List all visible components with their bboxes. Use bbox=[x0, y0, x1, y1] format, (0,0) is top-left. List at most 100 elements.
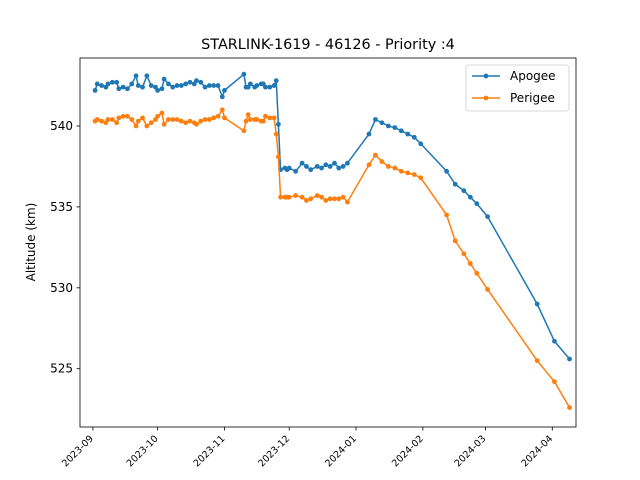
perigee-data-point bbox=[467, 261, 473, 266]
apogee-data-point bbox=[94, 81, 100, 87]
apogee-data-point bbox=[135, 83, 141, 88]
perigee-data-point bbox=[385, 164, 391, 169]
apogee-data-point bbox=[319, 165, 324, 171]
apogee-data-point bbox=[183, 81, 189, 87]
apogee-data-point bbox=[166, 81, 171, 87]
perigee-data-point bbox=[263, 113, 268, 119]
perigee-data-point bbox=[94, 117, 100, 122]
apogee-data-point bbox=[247, 81, 253, 87]
perigee-data-point bbox=[159, 110, 165, 116]
perigee-data-point bbox=[345, 199, 350, 205]
perigee-data-point bbox=[206, 117, 212, 122]
apogee-data-point bbox=[254, 83, 260, 88]
apogee-data-point bbox=[129, 81, 135, 87]
perigee-data-point bbox=[392, 165, 398, 171]
y-tick-label: 530 bbox=[50, 281, 73, 295]
perigee-data-point bbox=[293, 193, 299, 198]
perigee-data-point bbox=[373, 152, 378, 158]
perigee-data-point bbox=[120, 113, 126, 119]
apogee-data-point bbox=[345, 160, 350, 166]
apogee-data-point bbox=[241, 71, 247, 77]
apogee-data-point bbox=[304, 164, 309, 169]
perigee-data-point bbox=[332, 196, 337, 202]
apogee-data-point bbox=[293, 168, 299, 174]
apogee-data-point bbox=[187, 79, 193, 85]
apogee-data-point bbox=[273, 78, 279, 84]
perigee-data-point bbox=[140, 115, 145, 121]
perigee-data-point bbox=[148, 120, 154, 126]
apogee-data-point bbox=[194, 78, 199, 84]
perigee-data-point bbox=[485, 287, 490, 292]
apogee-data-point bbox=[263, 84, 268, 90]
apogee-data-point bbox=[271, 83, 277, 88]
chart-title: STARLINK-1619 - 46126 - Priority :4 bbox=[201, 37, 455, 53]
perigee-data-point bbox=[243, 118, 249, 124]
perigee-data-point bbox=[273, 131, 279, 137]
apogee-data-point bbox=[385, 123, 391, 129]
perigee-data-point bbox=[379, 159, 385, 164]
apogee-data-point bbox=[114, 79, 120, 85]
perigee-data-point bbox=[276, 154, 281, 160]
apogee-data-point bbox=[411, 134, 417, 140]
perigee-data-point bbox=[133, 123, 139, 129]
perigee-data-point bbox=[336, 196, 342, 202]
y-axis-label: Altitude (km) bbox=[24, 203, 38, 282]
apogee-data-point bbox=[314, 164, 320, 169]
legend-marker-apogee bbox=[483, 73, 489, 79]
apogee-data-point bbox=[211, 83, 217, 88]
perigee-data-point bbox=[314, 193, 320, 198]
apogee-data-point bbox=[467, 194, 473, 200]
apogee-data-point bbox=[452, 181, 458, 187]
legend: Apogee Perigee bbox=[465, 64, 570, 112]
perigee-data-point bbox=[411, 172, 417, 177]
perigee-data-point bbox=[366, 162, 372, 168]
apogee-data-point bbox=[222, 87, 227, 93]
perigee-data-point bbox=[202, 117, 208, 122]
perigee-data-point bbox=[327, 196, 333, 202]
perigee-data-point bbox=[99, 118, 104, 124]
apogee-data-point bbox=[120, 84, 126, 90]
perigee-data-point bbox=[155, 113, 161, 119]
perigee-data-point bbox=[105, 117, 111, 122]
perigee-data-point bbox=[178, 118, 184, 124]
perigee-data-point bbox=[174, 117, 180, 122]
perigee-data-point bbox=[323, 198, 329, 203]
perigee-data-point bbox=[267, 115, 273, 121]
apogee-data-point bbox=[206, 83, 212, 88]
perigee-data-point bbox=[534, 358, 540, 364]
perigee-data-point bbox=[552, 379, 557, 385]
apogee-data-point bbox=[552, 338, 557, 344]
apogee-data-point bbox=[198, 79, 204, 85]
apogee-data-point bbox=[202, 84, 208, 90]
perigee-data-point bbox=[187, 118, 193, 124]
apogee-data-point bbox=[340, 164, 346, 169]
perigee-data-point bbox=[215, 113, 221, 119]
apogee-data-point bbox=[567, 356, 572, 362]
perigee-data-point bbox=[211, 115, 217, 121]
perigee-data-point bbox=[452, 238, 458, 244]
plot-frame bbox=[79, 57, 577, 428]
perigee-data-point bbox=[109, 117, 115, 122]
perigee-data-point bbox=[241, 128, 247, 134]
apogee-data-point bbox=[133, 73, 139, 79]
y-tick-label: 540 bbox=[50, 119, 73, 133]
apogee-data-point bbox=[219, 94, 225, 100]
perigee-data-point bbox=[198, 118, 204, 124]
perigee-data-point bbox=[125, 113, 130, 119]
perigee-data-point bbox=[418, 175, 424, 181]
apogee-data-point bbox=[109, 79, 115, 85]
y-tick-label: 525 bbox=[50, 362, 73, 376]
perigee-data-point bbox=[278, 194, 283, 200]
perigee-data-point bbox=[129, 117, 135, 122]
apogee-data-point bbox=[299, 160, 305, 166]
apogee-data-point bbox=[444, 168, 450, 174]
legend-label-perigee: Perigee bbox=[510, 91, 555, 105]
perigee-data-point bbox=[166, 117, 171, 122]
apogee-data-point bbox=[125, 86, 130, 92]
perigee-data-point bbox=[161, 121, 167, 127]
apogee-data-point bbox=[485, 214, 490, 220]
perigee-data-point bbox=[319, 194, 324, 200]
apogee-data-point bbox=[405, 131, 411, 137]
legend-label-apogee: Apogee bbox=[510, 69, 556, 83]
perigee-data-point bbox=[444, 212, 450, 218]
